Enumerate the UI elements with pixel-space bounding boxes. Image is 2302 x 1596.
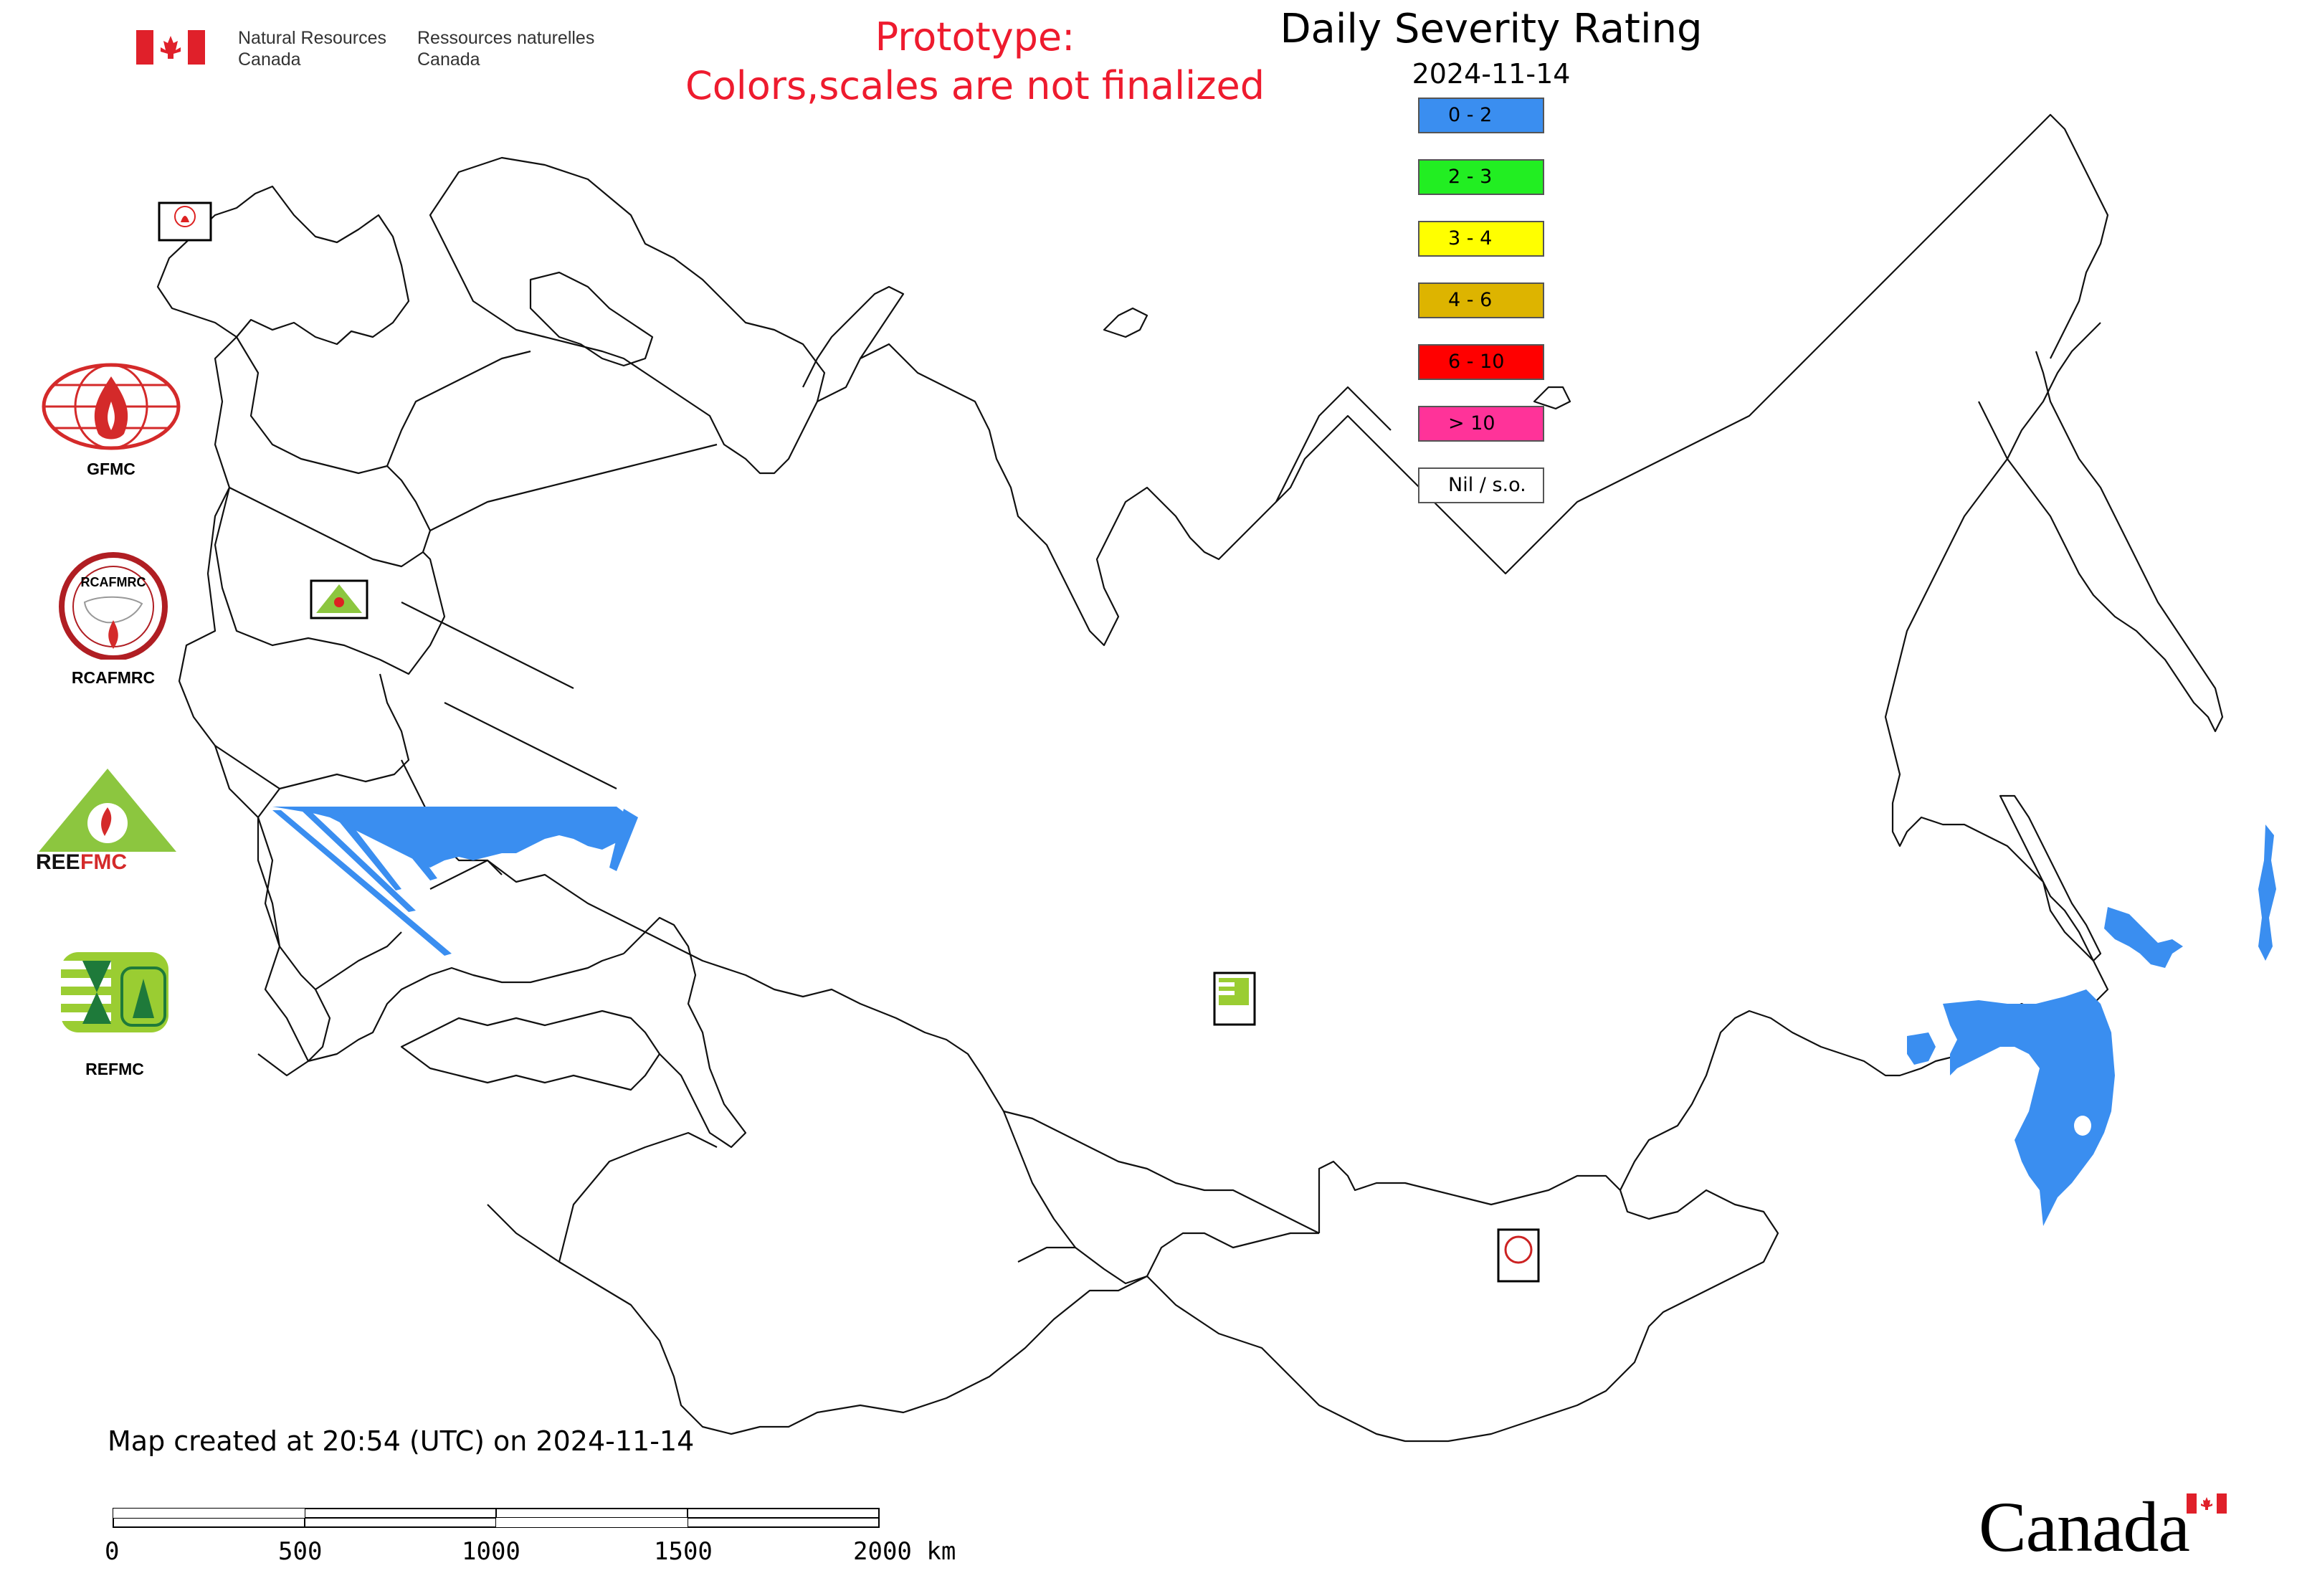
severity-streak-3 <box>330 810 401 890</box>
reefmc-logo-icon: REE FMC <box>36 769 176 874</box>
org-name-english: Natural Resources Canada <box>238 27 424 70</box>
scale-tick-label: 0 <box>105 1537 120 1566</box>
legend-item: > 10 <box>1418 406 1544 442</box>
legend-label: > 10 <box>1448 412 1495 434</box>
gfmc-map-marker[interactable] <box>158 201 212 242</box>
russia-mongolia-border <box>1003 1110 1320 1234</box>
kamchatka-outline <box>1978 351 2224 733</box>
rcafmrc-logo: RCAFMRC RCAFMRC <box>42 552 185 688</box>
balkans-outline <box>257 788 310 1077</box>
legend-item: 0 - 2 <box>1418 98 1544 133</box>
scale-tick-label: 1500 <box>654 1537 713 1566</box>
prototype-line2: Colors,scales are not finalized <box>685 63 1265 108</box>
severity-streak-5 <box>609 809 638 871</box>
map-title: Daily Severity Rating <box>1280 6 1703 52</box>
legend-item: Nil / s.o. <box>1418 467 1544 503</box>
western-border <box>178 336 410 790</box>
org-fr-line1: Ressources naturelles <box>417 28 595 48</box>
severity-streak-1 <box>272 810 452 956</box>
legend-item: 6 - 10 <box>1418 344 1544 380</box>
refmc-logo-icon <box>61 952 168 1032</box>
severity-streak-4 <box>373 810 437 880</box>
refmc-map-marker[interactable] <box>1213 972 1256 1026</box>
legend-label: 0 - 2 <box>1448 104 1493 126</box>
scale-tick-label: 1000 <box>462 1537 520 1566</box>
baltic-border <box>236 336 388 475</box>
gfmc-label: GFMC <box>87 460 135 478</box>
wordmark-flag-icon <box>2187 1493 2227 1514</box>
internal-border-4 <box>444 702 617 789</box>
caspian-sea <box>623 916 747 1149</box>
legend-label: 6 - 10 <box>1448 351 1505 373</box>
scale-bar-graphic <box>113 1508 880 1528</box>
scale-tick-label: 500 <box>278 1537 323 1566</box>
legend-label: 3 - 4 <box>1448 227 1493 250</box>
rcafmrc-map-marker[interactable] <box>1497 1228 1540 1283</box>
org-en-line1: Natural Resources <box>238 28 387 48</box>
canada-wordmark: Canada <box>1979 1488 2237 1567</box>
kyrgyz-border <box>1017 1246 1075 1263</box>
reefmc-map-marker[interactable] <box>310 579 368 619</box>
gfmc-logo-icon <box>42 363 181 450</box>
moldova-romania-border <box>214 745 402 991</box>
org-en-line2: Canada <box>238 49 301 70</box>
svg-text:REE: REE <box>36 850 80 873</box>
severnaya-zemlya <box>1103 307 1148 338</box>
svg-text:RCAFMRC: RCAFMRC <box>81 575 146 589</box>
belarus-border <box>229 465 432 568</box>
rcafmrc-label: RCAFMRC <box>71 668 156 687</box>
severity-streak-2 <box>301 810 416 912</box>
svg-text:FMC: FMC <box>80 850 127 873</box>
severity-area-west <box>272 807 631 868</box>
legend-label: 4 - 6 <box>1448 289 1493 311</box>
legend-item: 4 - 6 <box>1418 282 1544 318</box>
legend-item: 3 - 4 <box>1418 221 1544 257</box>
new-siberian-islands <box>1533 386 1571 410</box>
severity-area-lake <box>1907 1032 1936 1065</box>
severity-area-far-east <box>1943 989 2115 1226</box>
turkey-outline <box>400 1010 661 1091</box>
legend-item: 2 - 3 <box>1418 159 1544 195</box>
kola-outline <box>429 156 826 475</box>
internal-border-2 <box>429 443 718 531</box>
refmc-label: REFMC <box>85 1060 144 1078</box>
org-name-french: Ressources naturelles Canada <box>417 27 604 70</box>
nrcan-signature: Natural Resources Canada Ressources natu… <box>136 27 609 73</box>
prototype-notice: Prototype: Colors,scales are not finaliz… <box>617 13 1333 110</box>
kazakhstan-outline <box>429 859 1319 1285</box>
scale-tick-label: 2000 km <box>853 1537 956 1566</box>
severity-area-kuril <box>2258 825 2276 961</box>
ukraine-border <box>214 487 446 675</box>
pacific-coast-outline <box>1884 322 2109 1026</box>
central-asia-south <box>487 1204 1148 1435</box>
sakhalin-outline <box>1999 794 2102 962</box>
black-sea-coast <box>307 952 624 1063</box>
org-fr-line2: Canada <box>417 49 480 70</box>
severity-hole <box>2074 1116 2091 1136</box>
canada-wordmark-text: Canada <box>1979 1487 2190 1567</box>
internal-border-1 <box>386 350 531 467</box>
legend-label: 2 - 3 <box>1448 166 1493 188</box>
map-created-text: Map created at 20:54 (UTC) on 2024-11-14 <box>108 1425 695 1457</box>
map-date: 2024-11-14 <box>1412 58 1571 90</box>
rcafmrc-logo-icon: RCAFMRC <box>59 552 168 661</box>
severity-area-okhotsk <box>2104 907 2183 968</box>
internal-border-3 <box>401 602 574 689</box>
legend-label: Nil / s.o. <box>1448 474 1526 496</box>
arctic-coast <box>817 113 2109 647</box>
gfmc-logo: GFMC <box>39 362 183 478</box>
canada-flag-icon <box>136 30 205 65</box>
scale-bar: 0 500 1000 1500 2000 km <box>105 1498 968 1570</box>
taimyr-outline <box>1275 386 1392 503</box>
prototype-line1: Prototype: <box>875 14 1075 60</box>
white-sea-outline <box>529 271 654 367</box>
scandinavia-outline <box>156 185 410 346</box>
refmc-logo: REFMC <box>54 946 197 1097</box>
novaya-zemlya <box>802 285 905 388</box>
reefmc-logo: REE FMC <box>36 766 194 880</box>
uzbek-border <box>558 1131 718 1263</box>
mongolia-outline <box>1146 1160 1779 1443</box>
